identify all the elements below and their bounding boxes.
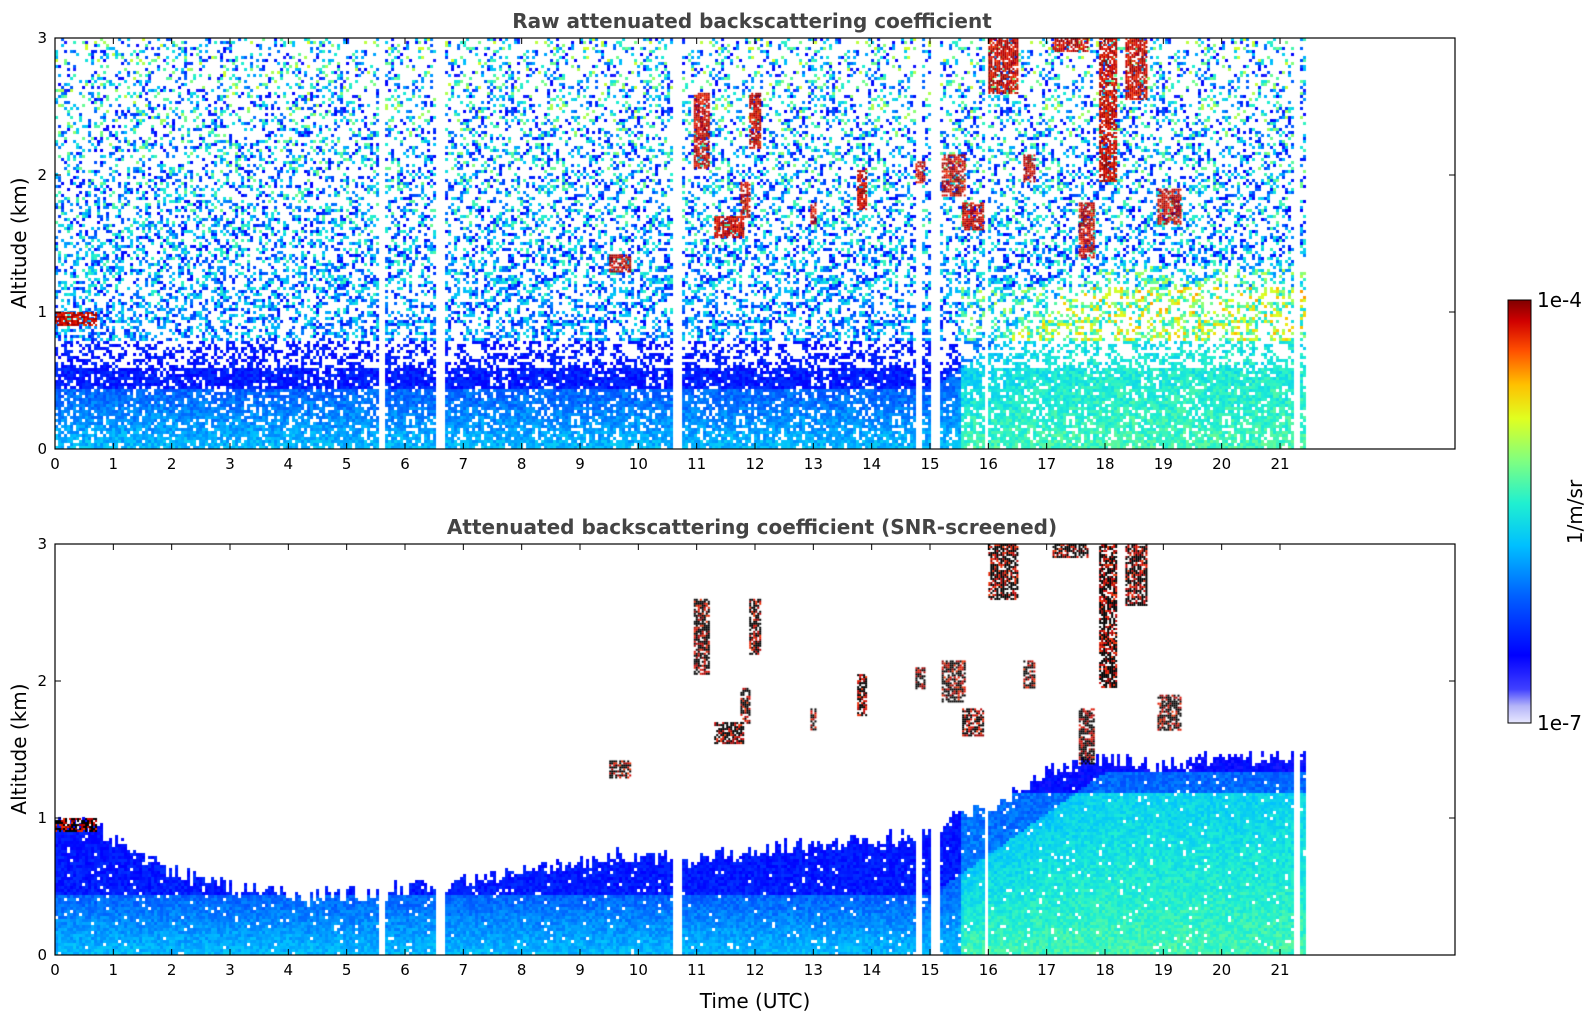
- x-tick-label: 17: [1037, 961, 1056, 979]
- x-tick-label: 14: [862, 455, 881, 473]
- y-tick-label: 1: [37, 809, 47, 827]
- x-tick-label: 4: [284, 961, 294, 979]
- x-tick-label: 19: [1154, 455, 1173, 473]
- y-tick-label: 0: [37, 946, 47, 964]
- panel-raw-plot-area: [55, 38, 1455, 449]
- x-tick-label: 16: [979, 455, 998, 473]
- x-tick-label: 9: [575, 455, 585, 473]
- y-tick-label: 1: [37, 303, 47, 321]
- x-tick-label: 0: [50, 455, 60, 473]
- x-tick-label: 20: [1212, 455, 1231, 473]
- x-tick-label: 1: [109, 455, 119, 473]
- x-tick-label: 14: [862, 961, 881, 979]
- x-tick-label: 13: [804, 455, 823, 473]
- colorbar-min-label: 1e-7: [1537, 711, 1582, 735]
- x-tick-label: 4: [284, 455, 294, 473]
- x-tick-label: 21: [1270, 455, 1289, 473]
- x-tick-label: 19: [1154, 961, 1173, 979]
- x-tick-label: 11: [687, 455, 706, 473]
- y-tick-label: 0: [37, 440, 47, 458]
- panel-screened-plot-area: [55, 544, 1455, 955]
- colorbar: 1e-4 1e-7 1/m/sr: [1507, 288, 1587, 735]
- x-tick-label: 6: [400, 455, 410, 473]
- x-tick-label: 11: [687, 961, 706, 979]
- x-tick-label: 1: [109, 961, 119, 979]
- colorbar-max-label: 1e-4: [1537, 288, 1582, 312]
- colorbar-gradient: [1507, 299, 1532, 724]
- y-tick-label: 2: [37, 672, 47, 690]
- x-tick-label: 5: [342, 961, 352, 979]
- x-tick-label: 12: [745, 961, 764, 979]
- x-tick-label: 18: [1095, 455, 1114, 473]
- x-tick-label: 18: [1095, 961, 1114, 979]
- heatmap-image-raw: [55, 38, 1455, 449]
- x-tick-label: 15: [920, 455, 939, 473]
- x-tick-label: 21: [1270, 961, 1289, 979]
- x-tick-label: 20: [1212, 961, 1231, 979]
- panel-raw-title: Raw attenuated backscattering coefficien…: [512, 9, 992, 33]
- x-tick-label: 7: [459, 961, 469, 979]
- panel-raw-y-label: Altitude (km): [7, 177, 31, 308]
- x-tick-label: 10: [629, 455, 648, 473]
- x-tick-label: 8: [517, 455, 527, 473]
- x-tick-label: 9: [575, 961, 585, 979]
- x-tick-label: 8: [517, 961, 527, 979]
- panel-raw-x-axis: 0 1 2 3 4 5 6 7 8 9 10 11 12 13 14 15 16 17 18 19 20 21: [50, 38, 1290, 473]
- x-tick-label: 5: [342, 455, 352, 473]
- x-tick-label: 3: [225, 455, 235, 473]
- x-tick-label: 7: [459, 455, 469, 473]
- panel-raw: Raw attenuated backscattering coefficien…: [7, 9, 1456, 473]
- x-tick-label: 6: [400, 961, 410, 979]
- x-tick-label: 0: [50, 961, 60, 979]
- heatmap-image-screened: [55, 544, 1455, 955]
- panel-screened-x-axis: 0 1 2 3 4 5 6 7 8 9 10 11 12 13 14 15 16 17 18 19 20 21: [50, 544, 1290, 979]
- y-tick-label: 2: [37, 166, 47, 184]
- x-tick-label: 10: [629, 961, 648, 979]
- x-tick-label: 16: [979, 961, 998, 979]
- x-tick-label: 13: [804, 961, 823, 979]
- y-tick-label: 3: [37, 535, 47, 553]
- x-tick-label: 2: [167, 455, 177, 473]
- x-tick-label: 2: [167, 961, 177, 979]
- x-tick-label: 3: [225, 961, 235, 979]
- panel-screened-y-axis: 0 1 2 3: [37, 535, 1455, 964]
- panel-screened-title: Attenuated backscattering coefficient (S…: [447, 515, 1057, 539]
- panel-screened-y-label: Altitude (km): [7, 683, 31, 814]
- panel-raw-y-axis: 0 1 2 3: [37, 29, 1455, 458]
- x-tick-label: 12: [745, 455, 764, 473]
- y-tick-label: 3: [37, 29, 47, 47]
- panel-screened: Attenuated backscattering coefficient (S…: [7, 515, 1456, 1013]
- colorbar-unit-label: 1/m/sr: [1563, 479, 1587, 544]
- x-tick-label: 15: [920, 961, 939, 979]
- x-tick-label: 17: [1037, 455, 1056, 473]
- panel-screened-x-label: Time (UTC): [699, 989, 811, 1013]
